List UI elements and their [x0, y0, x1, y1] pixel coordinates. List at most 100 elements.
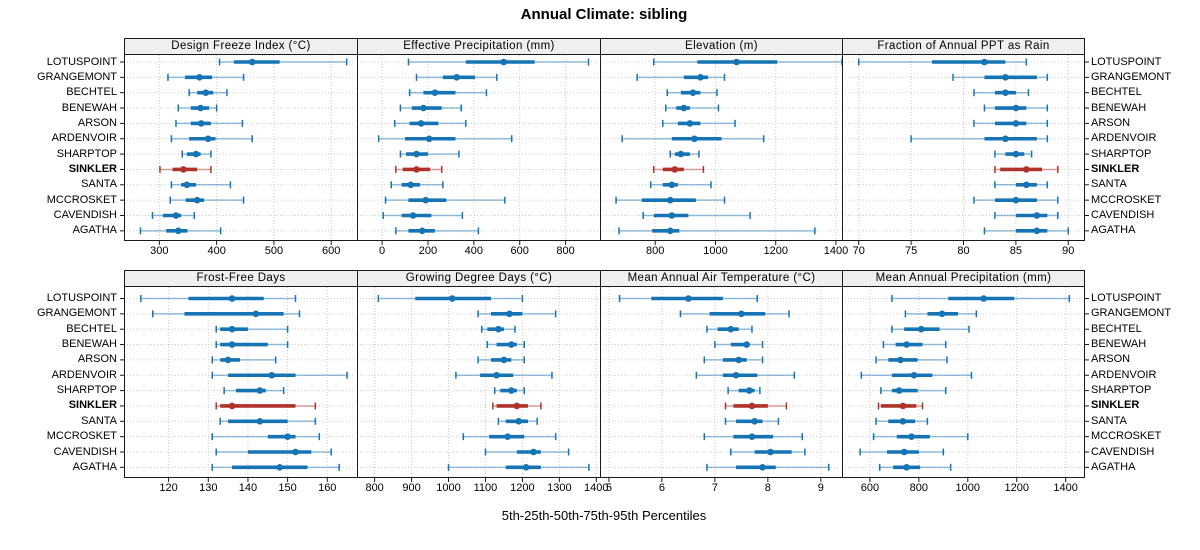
median-dot-sharptop [256, 387, 264, 394]
axis-tick-label: 130 [199, 482, 218, 494]
median-dot-bechtel [727, 325, 735, 333]
station-label-left-benewah: BENEWAH [61, 101, 117, 114]
station-label-left-santa: SANTA [81, 414, 117, 427]
axis-tick-label: 1400 [584, 482, 609, 494]
axis-tick-label: 1000 [703, 245, 728, 257]
panel-strip-design-freeze-index-c: Design Freeze Index (°C) [124, 38, 357, 55]
median-dot-cavendish [530, 448, 537, 456]
station-label-right-santa: SANTA [1091, 414, 1127, 427]
median-dot-bechtel [228, 325, 236, 333]
station-label-right-ardenvoir: ARDENVOIR [1091, 132, 1157, 145]
panel-design-freeze-index-c [120, 55, 357, 245]
median-dot-arson [686, 120, 694, 127]
median-dot-bechtel [202, 89, 210, 96]
median-dot-grangemont [697, 74, 704, 81]
axis-tick-label: 1200 [510, 482, 535, 494]
station-label-left-agatha: AGATHA [72, 460, 117, 473]
median-dot-santa [183, 181, 191, 189]
panel-strip-mean-annual-air-temperature-c: Mean Annual Air Temperature (°C) [600, 270, 842, 287]
median-dot-sinkler [671, 166, 679, 173]
panel-canvas-fraction-of-annual-ppt-as-rain [845, 55, 1089, 245]
median-dot-sharptop [895, 387, 903, 394]
station-label-right-bechtel: BECHTEL [1091, 322, 1142, 335]
panel-effective-precipitation-mm [357, 55, 600, 245]
median-dot-mccrosket [748, 433, 756, 440]
axis-tick-label: 1400 [1053, 482, 1078, 494]
axis-tick-label: 600 [322, 245, 341, 257]
median-dot-ardenvoir [1002, 135, 1009, 143]
panel-strip-frost-free-days: Frost-Free Days [124, 270, 357, 287]
station-label-right-arson: ARSON [1091, 353, 1131, 366]
station-label-right-arson: ARSON [1091, 116, 1131, 129]
median-dot-bechtel [1002, 89, 1009, 96]
axis-tick-label: 1200 [1004, 482, 1029, 494]
axis-tick-label: 140 [238, 482, 258, 494]
station-label-left-lotuspoint: LOTUSPOINT [46, 292, 117, 304]
station-label-left-sinkler: SINKLER [68, 162, 117, 175]
panel-canvas-elevation-m [603, 55, 843, 245]
panel-canvas-effective-precipitation-mm [360, 55, 598, 245]
station-label-right-agatha: AGATHA [1091, 224, 1136, 237]
station-label-left-bechtel: BECHTEL [66, 86, 117, 99]
axis-tick-label: 0 [379, 245, 386, 257]
station-label-right-benewah: BENEWAH [1091, 338, 1147, 351]
median-dot-lotuspoint [248, 58, 256, 66]
median-dot-cavendish [767, 448, 774, 456]
median-dot-ardenvoir [268, 371, 276, 379]
median-dot-ardenvoir [204, 135, 212, 143]
median-dot-grangemont [738, 310, 745, 318]
axis-tick-label: 1400 [823, 245, 849, 257]
axis-tick-label: 1300 [547, 482, 572, 494]
axis-tick-label: 6 [658, 482, 665, 494]
station-label-left-santa: SANTA [81, 178, 117, 191]
axis-tick-label: 300 [150, 245, 169, 257]
median-dot-bechtel [431, 89, 439, 96]
axis-tick-label: 600 [510, 245, 529, 257]
median-dot-sharptop [677, 150, 685, 158]
axis-tick-label: 500 [264, 245, 284, 257]
median-dot-arson [897, 356, 904, 364]
median-dot-grangemont [1002, 74, 1009, 81]
median-dot-ardenvoir [691, 135, 698, 143]
median-dot-grangemont [506, 310, 513, 318]
panel-strip-effective-precipitation-mm: Effective Precipitation (mm) [357, 38, 600, 55]
median-dot-agatha [522, 464, 530, 471]
median-dot-lotuspoint [685, 295, 692, 302]
median-dot-santa [407, 181, 415, 189]
panel-strip-mean-annual-precipitation-mm: Mean Annual Precipitation (mm) [842, 270, 1085, 287]
median-dot-benewah [743, 341, 750, 348]
axis-tick-label: 90 [1062, 245, 1075, 257]
median-dot-santa [515, 418, 523, 425]
panel-growing-degree-days-c [357, 287, 600, 482]
station-label-left-cavendish: CAVENDISH [53, 209, 117, 221]
station-label-left-sharptop: SHARPTOP [56, 384, 117, 397]
median-dot-cavendish [172, 212, 180, 219]
axis-tick-label: 800 [556, 245, 575, 257]
median-dot-mccrosket [422, 196, 429, 204]
axis-tick-label: 7 [711, 482, 718, 494]
station-label-right-santa: SANTA [1091, 178, 1127, 191]
station-label-right-bechtel: BECHTEL [1091, 86, 1142, 99]
median-dot-mccrosket [193, 196, 201, 204]
median-dot-sinkler [228, 402, 236, 410]
panel-canvas-mean-annual-precipitation-mm [845, 287, 1089, 482]
station-label-right-mccrosket: MCCROSKET [1091, 430, 1162, 443]
panel-frost-free-days [120, 287, 357, 482]
median-dot-agatha [174, 227, 182, 235]
station-label-left-grangemont: GRANGEMONT [36, 70, 117, 83]
median-dot-arson [1012, 120, 1020, 127]
station-label-left-mccrosket: MCCROSKET [46, 430, 117, 443]
axis-tick-label: 400 [207, 245, 226, 257]
station-label-left-ardenvoir: ARDENVOIR [51, 368, 117, 381]
median-dot-sinkler [899, 402, 907, 410]
median-dot-arson [417, 120, 425, 127]
median-dot-mccrosket [504, 433, 511, 440]
median-dot-grangemont [453, 74, 460, 81]
axis-tick-label: 150 [278, 482, 297, 494]
median-dot-sinkler [513, 402, 521, 410]
axis-tick-label: 600 [860, 482, 880, 494]
median-dot-benewah [1012, 104, 1020, 112]
median-dot-mccrosket [284, 433, 291, 440]
station-label-right-ardenvoir: ARDENVOIR [1091, 368, 1157, 381]
station-label-left-ardenvoir: ARDENVOIR [51, 132, 117, 145]
